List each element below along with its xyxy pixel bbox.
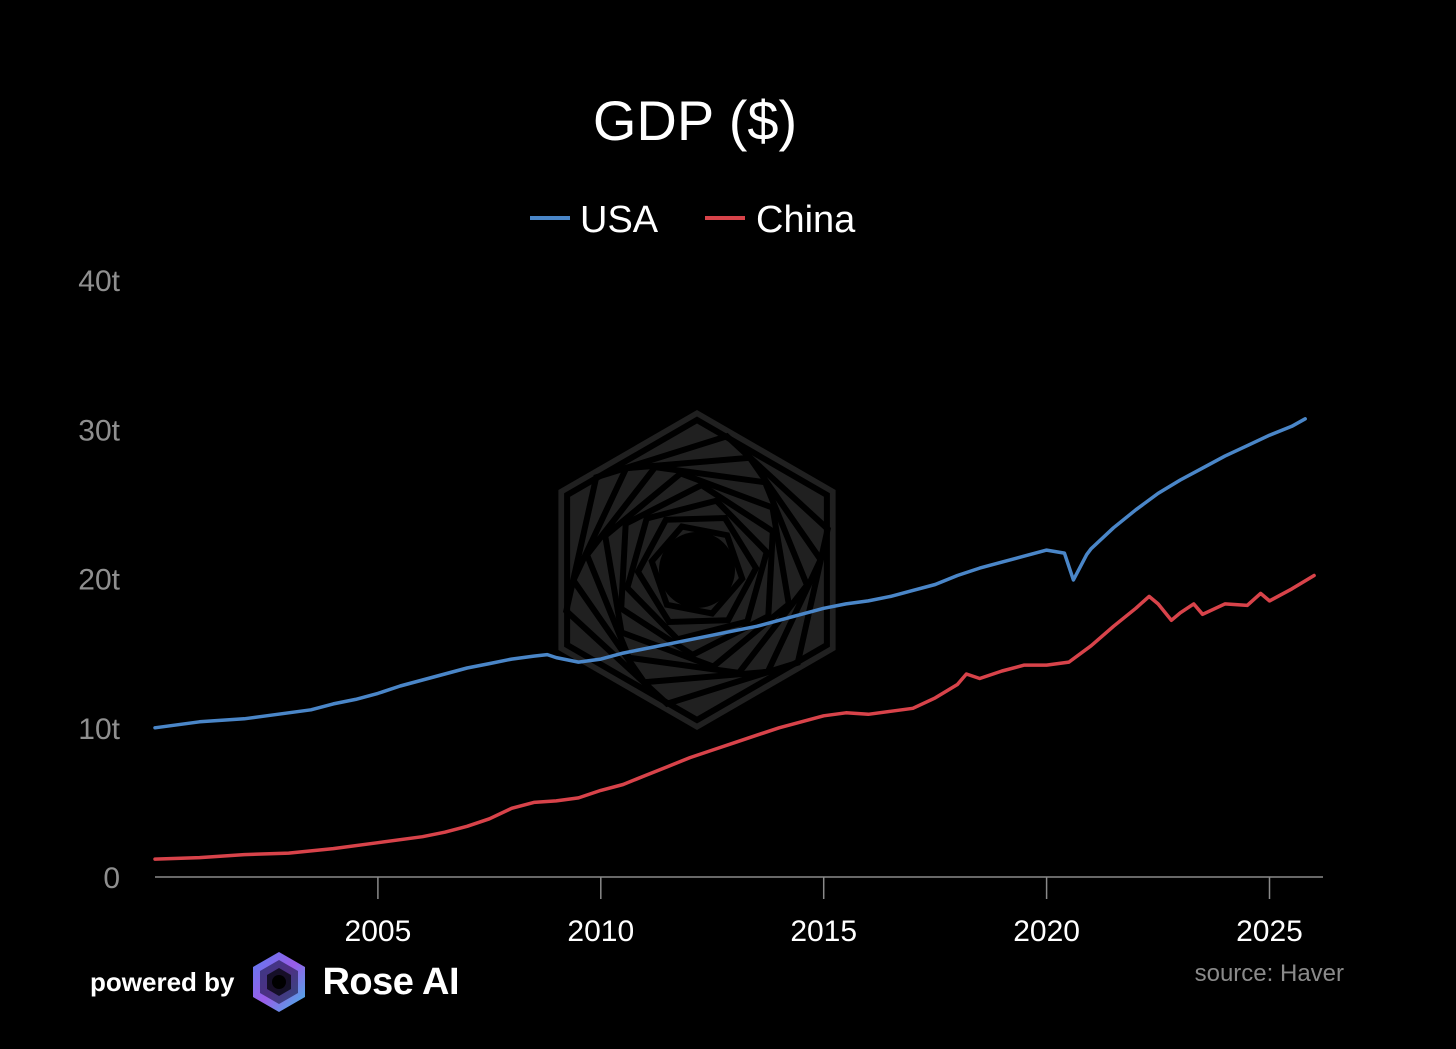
watermark-ring <box>601 469 793 671</box>
legend-label-usa: USA <box>580 199 659 241</box>
x-tick-label: 2015 <box>790 915 857 948</box>
rose-ai-watermark-icon <box>558 410 836 730</box>
legend-label-china: China <box>756 199 856 241</box>
x-tick-label: 2020 <box>1013 915 1080 948</box>
watermark-ring <box>583 463 811 677</box>
series-line-usa <box>153 417 1307 730</box>
series-line-china <box>153 573 1316 861</box>
y-tick-label: 0 <box>103 862 120 895</box>
watermark-ring <box>623 497 771 643</box>
powered-by-badge[interactable]: powered by Rose AI <box>90 950 460 1014</box>
x-tick-label: 2025 <box>1236 915 1303 948</box>
watermark-ring <box>634 514 760 626</box>
chart-title: GDP ($) <box>593 89 797 152</box>
watermark-ring <box>618 481 776 659</box>
series-lines <box>153 417 1316 861</box>
axes: 0 10t 20t 30t 40t 2005 2010 2015 2020 2025 <box>78 265 1323 948</box>
powered-by-label: powered by <box>90 966 235 997</box>
legend: USA China <box>530 199 856 241</box>
watermark-ring <box>562 432 832 708</box>
watermark-ring <box>564 416 830 724</box>
watermark-ring <box>648 523 746 617</box>
x-tick-label: 2010 <box>567 915 634 948</box>
y-tick-label: 40t <box>78 265 120 298</box>
x-tick-label: 2005 <box>345 915 412 948</box>
brand-name: Rose AI <box>322 960 460 1003</box>
y-tick-label: 30t <box>78 414 120 447</box>
y-tick-label: 20t <box>78 564 120 597</box>
watermark-core <box>659 532 735 608</box>
rose-ai-logo-icon <box>253 952 306 1012</box>
watermark-ring <box>569 454 825 686</box>
y-tick-label: 10t <box>78 713 120 746</box>
source-note: source: Haver <box>1194 960 1344 987</box>
